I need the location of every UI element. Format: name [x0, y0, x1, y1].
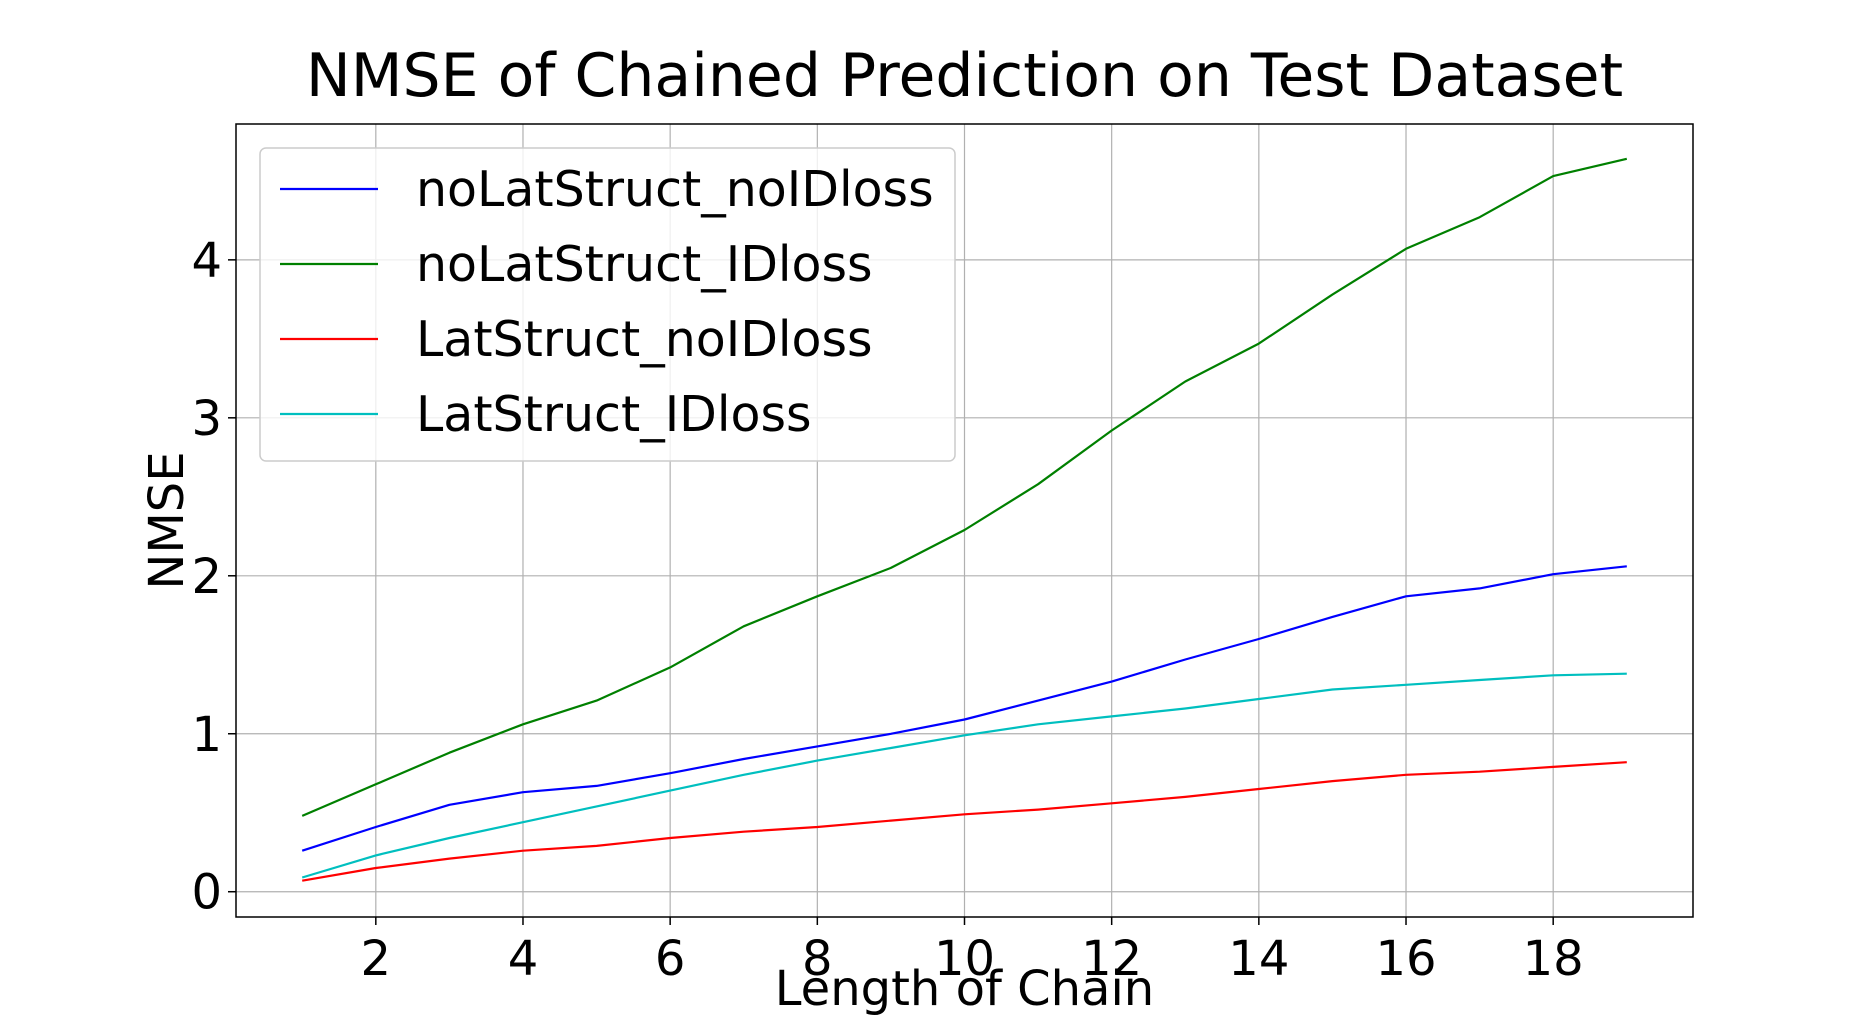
y-tick-label: 3: [191, 391, 222, 447]
series-line-3: [301, 672, 1627, 879]
y-tick-label: 1: [191, 707, 222, 763]
series-line-1: [301, 157, 1628, 817]
x-tick-label: 8: [802, 931, 833, 987]
legend-label: LatStruct_noIDloss: [416, 311, 873, 368]
x-tick-label: 4: [508, 931, 539, 987]
x-tick-label: 2: [361, 931, 392, 987]
legend: noLatStruct_noIDloss noLatStruct_IDloss La…: [259, 147, 956, 462]
y-axis-ticks: 0 1 2 3 4: [191, 233, 236, 921]
x-axis-ticks: 2 4 6 8 10 12 14 16 18: [361, 917, 1584, 987]
grid: [236, 124, 1693, 917]
x-tick-label: 10: [934, 931, 995, 987]
legend-label: LatStruct_IDloss: [416, 386, 812, 443]
legend-box: [259, 147, 956, 462]
y-tick-label: 4: [191, 233, 222, 289]
x-tick-label: 14: [1228, 931, 1289, 987]
y-tick-label: 0: [191, 865, 222, 921]
y-axis-label: NMSE: [139, 451, 195, 589]
series-line-0: [301, 565, 1627, 852]
series-line-2: [302, 761, 1627, 882]
x-axis-label: Length of Chain: [775, 961, 1154, 1017]
x-tick-label: 18: [1523, 931, 1584, 987]
legend-label: noLatStruct_IDloss: [416, 236, 873, 293]
chart-title: NMSE of Chained Prediction on Test Datas…: [306, 41, 1623, 111]
x-tick-label: 16: [1375, 931, 1436, 987]
legend-label: noLatStruct_noIDloss: [416, 161, 934, 218]
y-tick-label: 2: [191, 549, 222, 605]
x-tick-label: 6: [655, 931, 686, 987]
x-tick-label: 12: [1081, 931, 1142, 987]
legend-items: noLatStruct_noIDloss noLatStruct_IDloss La…: [280, 161, 934, 443]
series-lines: [301, 157, 1628, 882]
